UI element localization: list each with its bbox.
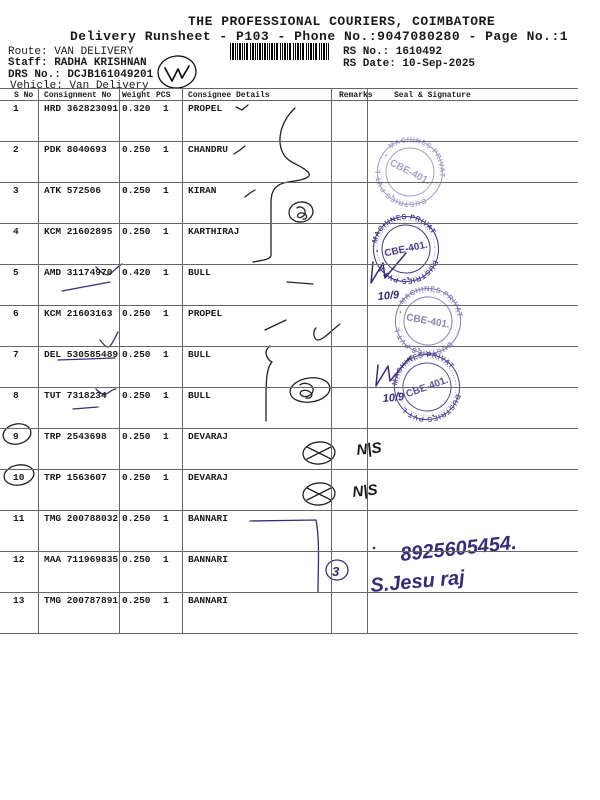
svg-text:8925605454.: 8925605454. (399, 532, 517, 566)
